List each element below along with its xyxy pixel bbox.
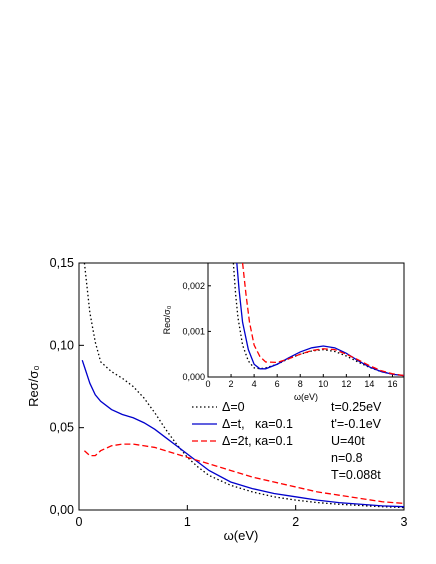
inset-x-tick-label-3: 6 <box>275 379 280 389</box>
inset-series-group <box>232 263 404 377</box>
inset-axis-ticks: 0 2 4 6 8 10 12 14 16 0,000 0,001 0,002 <box>182 281 397 389</box>
param-interaction-u: U=40t <box>331 434 365 448</box>
main-series-line-2 <box>83 443 404 505</box>
main-x-tick-label-2: 2 <box>292 515 299 529</box>
legend: Δ=0 Δ=t, κa=0.1 Δ=2t, κa=0.1 <box>192 400 293 448</box>
inset-y-tick-label-0: 0,000 <box>182 372 205 382</box>
inset-x-tick-label-8: 16 <box>387 379 397 389</box>
param-hopping-t: t=0.25eV <box>331 400 382 414</box>
inset-x-tick-label-0: 0 <box>205 379 210 389</box>
main-x-tick-label-0: 0 <box>76 515 83 529</box>
legend-entry-delta-t: Δ=t, κa=0.1 <box>222 417 293 431</box>
inset-y-tick-label-1: 0,001 <box>182 326 205 336</box>
param-temperature: T=0.088t <box>331 468 381 482</box>
legend-entry-delta-2t: Δ=2t, κa=0.1 <box>222 434 293 448</box>
parameter-annotations: t=0.25eV t'=-0.1eV U=40t n=0.8 T=0.088t <box>331 400 382 482</box>
param-hopping-tprime: t'=-0.1eV <box>331 417 382 431</box>
main-series-line-1 <box>81 359 404 508</box>
main-x-tick-label-1: 1 <box>184 515 191 529</box>
inset-x-axis-label: ω(eV) <box>294 392 318 402</box>
main-series-group <box>81 263 404 509</box>
inset-x-tick-label-1: 2 <box>229 379 234 389</box>
inset-y-axis-label: Reσ/σ₀ <box>162 305 172 334</box>
main-x-axis-label: ω(eV) <box>224 528 259 543</box>
main-y-tick-label-0: 0,00 <box>50 503 74 517</box>
main-y-axis-label: Reσ/σ₀ <box>26 365 41 407</box>
inset-x-tick-label-6: 12 <box>341 379 351 389</box>
legend-entry-delta0: Δ=0 <box>222 400 245 414</box>
inset-plot-frame <box>207 262 405 378</box>
main-y-tick-label-3: 0,15 <box>50 256 74 270</box>
main-y-tick-label-1: 0,05 <box>50 421 74 435</box>
inset-x-tick-label-7: 14 <box>364 379 374 389</box>
param-filling-n: n=0.8 <box>331 451 363 465</box>
inset-y-tick-label-2: 0,002 <box>182 281 205 291</box>
inset-series-line-1 <box>236 263 404 377</box>
inset-plot: 0 2 4 6 8 10 12 14 16 0,000 0,001 0,002 ω(eV) Reσ/σ… <box>162 262 405 402</box>
main-x-tick-label-3: 3 <box>401 515 408 529</box>
inset-series-line-2 <box>241 263 404 377</box>
main-plot: 0 1 2 30,000,050,100,15 ω(eV) Reσ/σ₀ <box>26 256 408 543</box>
main-y-tick-label-2: 0,10 <box>50 338 74 352</box>
inset-x-tick-label-2: 4 <box>252 379 257 389</box>
main-axis-ticks: 0 1 2 30,000,050,100,15 <box>50 256 408 529</box>
inset-x-tick-label-4: 8 <box>298 379 303 389</box>
inset-x-tick-label-5: 10 <box>318 379 328 389</box>
